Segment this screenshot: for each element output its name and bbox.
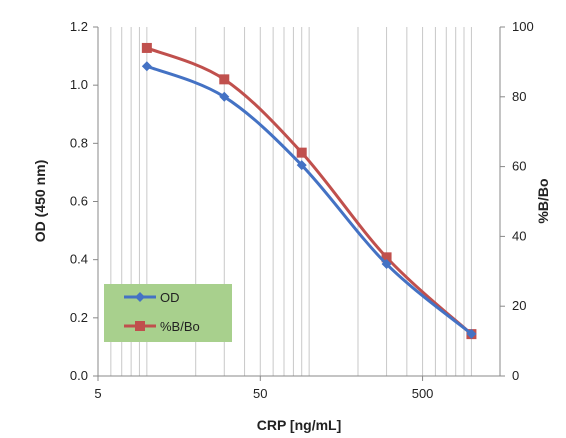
grid-lines (97, 27, 472, 376)
y-tick-label-left: 0.8 (70, 135, 88, 150)
y-tick-label-right: 60 (512, 159, 526, 174)
data-point-od (381, 259, 392, 270)
y-tick-label-left: 0.0 (70, 368, 88, 383)
legend-label-bbo: %B/Bo (160, 319, 200, 334)
data-point-bbo (219, 74, 230, 85)
x-tick-label: 50 (253, 386, 267, 401)
data-point-od (141, 61, 152, 72)
data-point-bbo (296, 147, 307, 158)
y-axis-title-right: %B/Bo (535, 178, 551, 223)
y-axis-title-left: OD (450 nm) (32, 160, 48, 242)
y-tick-label-left: 0.4 (70, 252, 88, 267)
data-point-bbo (381, 252, 392, 263)
y-tick-label-right: 20 (512, 298, 526, 313)
y-tick-label-left: 1.2 (70, 19, 88, 34)
y-tick-label-left: 0.2 (70, 310, 88, 325)
legend-label-od: OD (160, 290, 180, 305)
axes (93, 26, 505, 381)
legend-marker-od (135, 292, 145, 302)
data-point-od (296, 160, 307, 171)
x-axis-title: CRP [ng/mL] (257, 417, 342, 433)
tick-labels: 0.0 0.2 0.4 0.6 0.8 1.0 1.2 0 20 40 60 80 100 5 50 500 (70, 19, 534, 401)
data-point-od (466, 328, 477, 339)
y-tick-label-right: 100 (512, 19, 534, 34)
y-tick-label-right: 80 (512, 89, 526, 104)
y-tick-label-right: 0 (512, 368, 519, 383)
y-tick-label-left: 0.6 (70, 194, 88, 209)
legend-background (104, 284, 232, 342)
data-series (141, 42, 477, 340)
y-tick-label-right: 40 (512, 228, 526, 243)
legend-marker-bbo (135, 321, 145, 331)
y-tick-label-left: 1.0 (70, 77, 88, 92)
x-tick-label: 500 (412, 386, 434, 401)
data-point-od (219, 91, 230, 102)
legend: OD %B/Bo (104, 284, 232, 342)
x-tick-label: 5 (94, 386, 101, 401)
data-point-bbo (141, 42, 152, 53)
